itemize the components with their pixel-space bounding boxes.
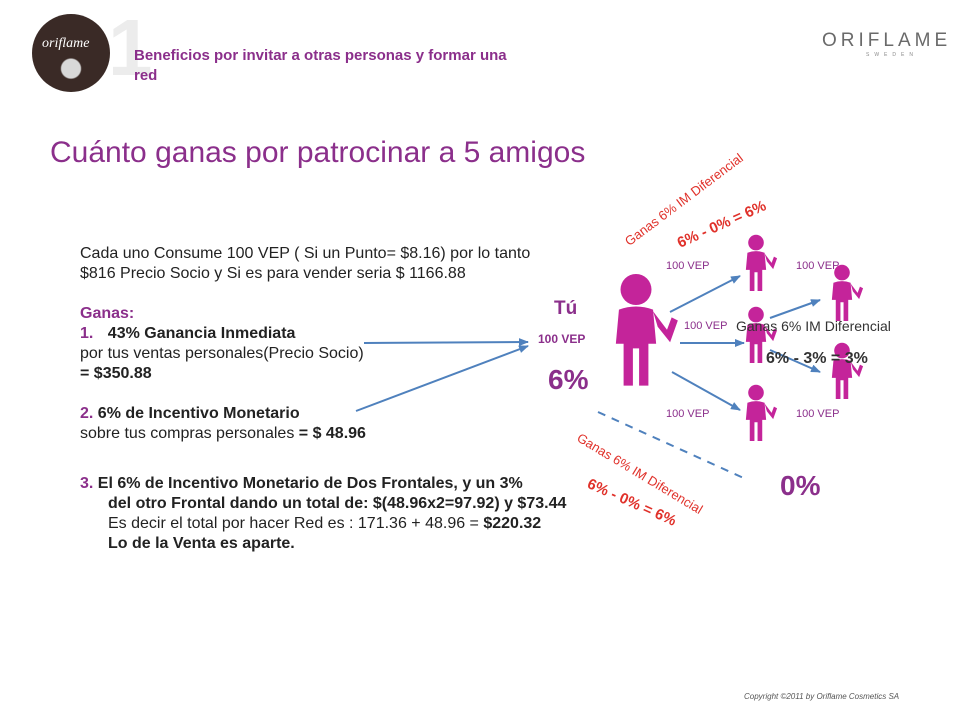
item-1-value: = $350.88 [80,365,152,382]
item-1-desc: por tus ventas personales(Precio Socio) [80,345,364,362]
person-icon-bot [745,384,778,441]
arrow-item2-to-you [355,345,529,412]
section-title: Beneficios por invitar a otras personas … [134,46,514,86]
item-3-total: $220.32 [483,515,542,532]
you-figure-icon [615,274,678,386]
item-1-number: 1. [80,325,94,342]
item-2-desc: sobre tus compras personales [80,425,295,442]
you-percent: 6% [548,364,589,395]
zero-percent: 0% [780,470,821,501]
text-line-consume: Cada uno Consume 100 VEP ( Si un Punto= … [80,245,531,262]
header-photo-badge: oriflame [32,14,110,92]
item-3-line-2: del otro Frontal dando un total de: $(48… [108,495,567,512]
oriflame-logo-sub: SWEDEN [866,52,918,58]
vep-bot-left: 100 VEP [666,408,710,420]
arrow-item1-to-you [363,338,529,347]
arrow-mid-to-sub-bot [769,349,821,373]
item-3-line-1: El 6% de Incentivo Monetario de Dos Fron… [97,475,523,492]
item-1-title: 43% Ganancia Inmediata [107,325,296,342]
item-3-line-3-text: Es decir el total por hacer Red es : 171… [108,515,484,532]
vep-bot-right: 100 VEP [796,408,840,420]
page-title: Cuánto ganas por patrocinar a 5 amigos [50,136,586,169]
item-2-heading: 2. 6% de Incentivo Monetario [80,404,640,424]
item-3-heading: 3. El 6% de Incentivo Monetario de Dos F… [80,474,640,494]
item-2-title: 6% de Incentivo Monetario [97,405,300,422]
person-icon-sub-top [831,264,864,321]
oriflame-logo: ORIFLAME [822,30,952,51]
section-number: 1 [108,3,153,92]
arrow-mid-to-sub-top [769,299,821,319]
arrow-you-to-frontal-bot [671,371,741,411]
vep-mid: 100 VEP [684,320,728,332]
you-vep: 100 VEP [538,332,586,346]
badge-brand-text: oriflame [42,36,90,51]
formula-mid: 6% - 3% = 3% [766,350,868,367]
item-3-line-3: Es decir el total por hacer Red es : 171… [80,514,640,534]
benefits-text: Cada uno Consume 100 VEP ( Si un Punto= … [80,244,640,554]
arrow-you-to-frontal-top [669,275,741,313]
ganas-heading: Ganas: [80,305,135,322]
you-label: Tú [554,298,578,319]
section-title-text: Beneficios por invitar a otras personas … [134,47,507,84]
item-3-line-4: Lo de la Venta es aparte. [108,535,295,552]
item-2-desc-line: sobre tus compras personales = $ 48.96 [80,424,640,444]
item-2-number: 2. [80,405,94,422]
item-2-value: = $ 48.96 [294,425,366,442]
vep-top-left: 100 VEP [666,260,710,272]
label-mid: Ganas 6% IM Diferencial [736,318,891,334]
dashed-divider [597,411,749,481]
person-icon-top [745,234,778,291]
item-3-number: 3. [80,475,94,492]
copyright: Copyright ©2011 by Oriflame Cosmetics SA [744,692,900,701]
vep-top-right: 100 VEP [796,260,840,272]
text-line-prices: $816 Precio Socio y Si es para vender se… [80,265,466,282]
item-1-heading: 1. 43% Ganancia Inmediata [80,324,640,344]
